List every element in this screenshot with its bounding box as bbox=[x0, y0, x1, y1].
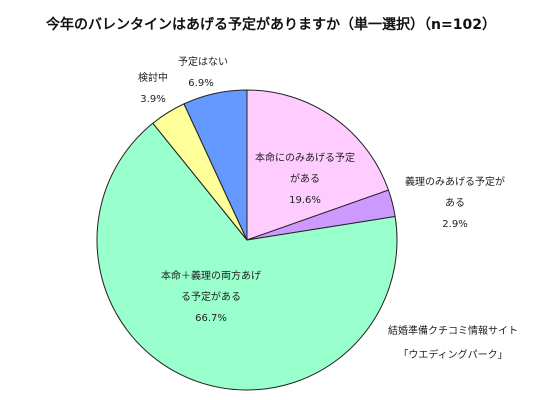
data-label-category: 本命にのみあげる予定 bbox=[255, 153, 355, 164]
data-label-value: 66.7% bbox=[195, 313, 227, 324]
slice-label-ryoho: 本命＋義理の両方あげ る予定がある 66.7% bbox=[146, 266, 276, 329]
slice-label-giri-nomi: 義理のみあげる予定が ある 2.9% bbox=[395, 172, 515, 235]
source-note: 結婚準備クチコミ情報サイト 「ウエディングパーク」 bbox=[378, 320, 528, 368]
chart-title: 今年のバレンタインはあげる予定がありますか（単一選択）（n=102） bbox=[46, 17, 496, 33]
pie-slice bbox=[183, 89, 248, 241]
source-note-line: 結婚準備クチコミ情報サイト bbox=[388, 326, 518, 337]
pie-slice bbox=[96, 122, 398, 391]
data-label-category: 検討中 bbox=[138, 73, 168, 84]
data-label-category: 予定はない bbox=[178, 57, 228, 68]
data-label-value: 2.9% bbox=[442, 219, 468, 230]
data-label-category: 義理のみあげる予定が bbox=[405, 177, 505, 188]
slice-label-yotei-nashi: 予定はない 6.9% bbox=[178, 52, 228, 94]
slice-label-kentochu: 検討中 3.9% bbox=[133, 68, 173, 110]
data-label-category: がある bbox=[290, 174, 320, 185]
data-label-category: る予定がある bbox=[181, 292, 241, 303]
source-note-line: 「ウエディングパーク」 bbox=[398, 350, 508, 361]
slice-label-honmei-nomi: 本命にのみあげる予定 がある 19.6% bbox=[240, 148, 370, 211]
data-label-value: 19.6% bbox=[289, 195, 321, 206]
data-label-category: 本命＋義理の両方あげ bbox=[161, 271, 261, 282]
data-label-category: ある bbox=[445, 198, 465, 209]
data-label-value: 6.9% bbox=[188, 78, 214, 89]
data-label-value: 3.9% bbox=[140, 94, 166, 105]
